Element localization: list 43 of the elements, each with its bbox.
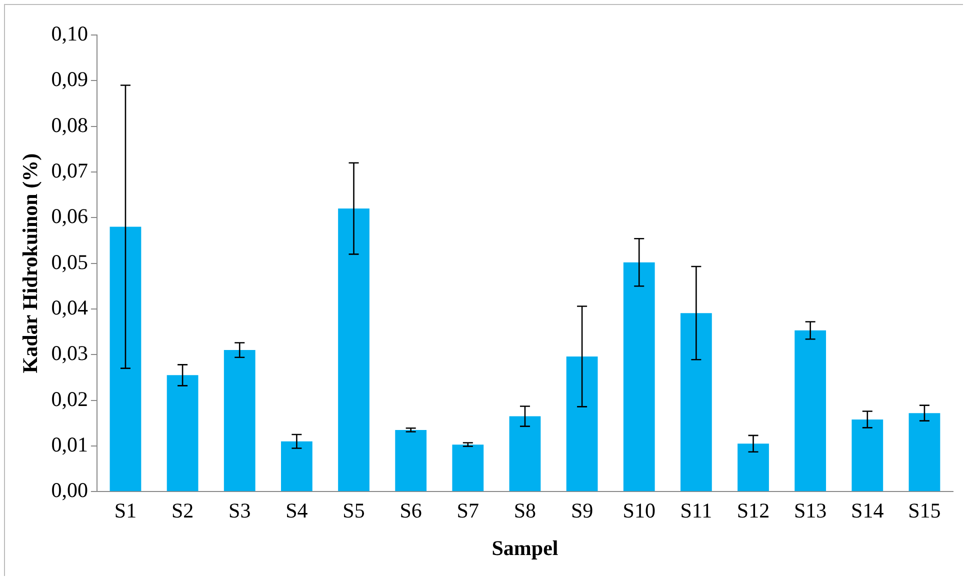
x-tick-label: S14 [851, 498, 884, 523]
x-tick-label: S2 [171, 498, 194, 523]
x-tick-label: S10 [622, 498, 656, 523]
y-tick-label: 0,08 [51, 112, 88, 137]
y-tick-label: 0,09 [51, 67, 88, 92]
bar [338, 208, 370, 492]
bar [566, 356, 598, 492]
bar [852, 419, 884, 492]
y-tick-label: 0,05 [51, 250, 88, 274]
x-tick-label: S12 [736, 498, 770, 523]
bar [395, 430, 427, 492]
x-tick-label: S11 [680, 498, 712, 523]
bar [110, 226, 142, 492]
y-tick-label: 0,01 [51, 432, 88, 456]
bar [224, 350, 256, 492]
bar [623, 262, 655, 492]
bar [166, 375, 198, 492]
bar [794, 330, 826, 492]
bar [908, 413, 940, 492]
y-tick-label: 0,00 [51, 478, 88, 502]
x-tick-label: S1 [114, 498, 137, 523]
x-tick-label: S7 [456, 498, 479, 523]
y-tick-label: 0,03 [51, 341, 88, 366]
bar [738, 444, 769, 492]
x-tick-label: S6 [400, 498, 422, 523]
x-tick-label: S9 [570, 498, 594, 523]
x-tick-label: S3 [228, 498, 251, 523]
y-tick-label: 0,10 [51, 22, 88, 46]
x-tick-label: S5 [342, 498, 365, 523]
y-tick-label: 0,04 [51, 295, 88, 320]
bar [281, 441, 312, 492]
y-axis-title: Kadar Hidrokuinon (%) [18, 153, 42, 374]
x-axis-title: Sampel [492, 536, 558, 560]
x-tick-label: S15 [908, 498, 941, 523]
x-tick-label: S13 [794, 498, 827, 523]
x-tick-label: S4 [286, 498, 308, 523]
bar [452, 444, 484, 492]
bar [509, 416, 541, 492]
y-tick-label: 0,02 [51, 386, 88, 411]
y-tick-label: 0,06 [51, 204, 88, 228]
x-tick-label: S8 [514, 498, 536, 523]
bar [680, 313, 712, 492]
y-tick-label: 0,07 [51, 158, 88, 182]
